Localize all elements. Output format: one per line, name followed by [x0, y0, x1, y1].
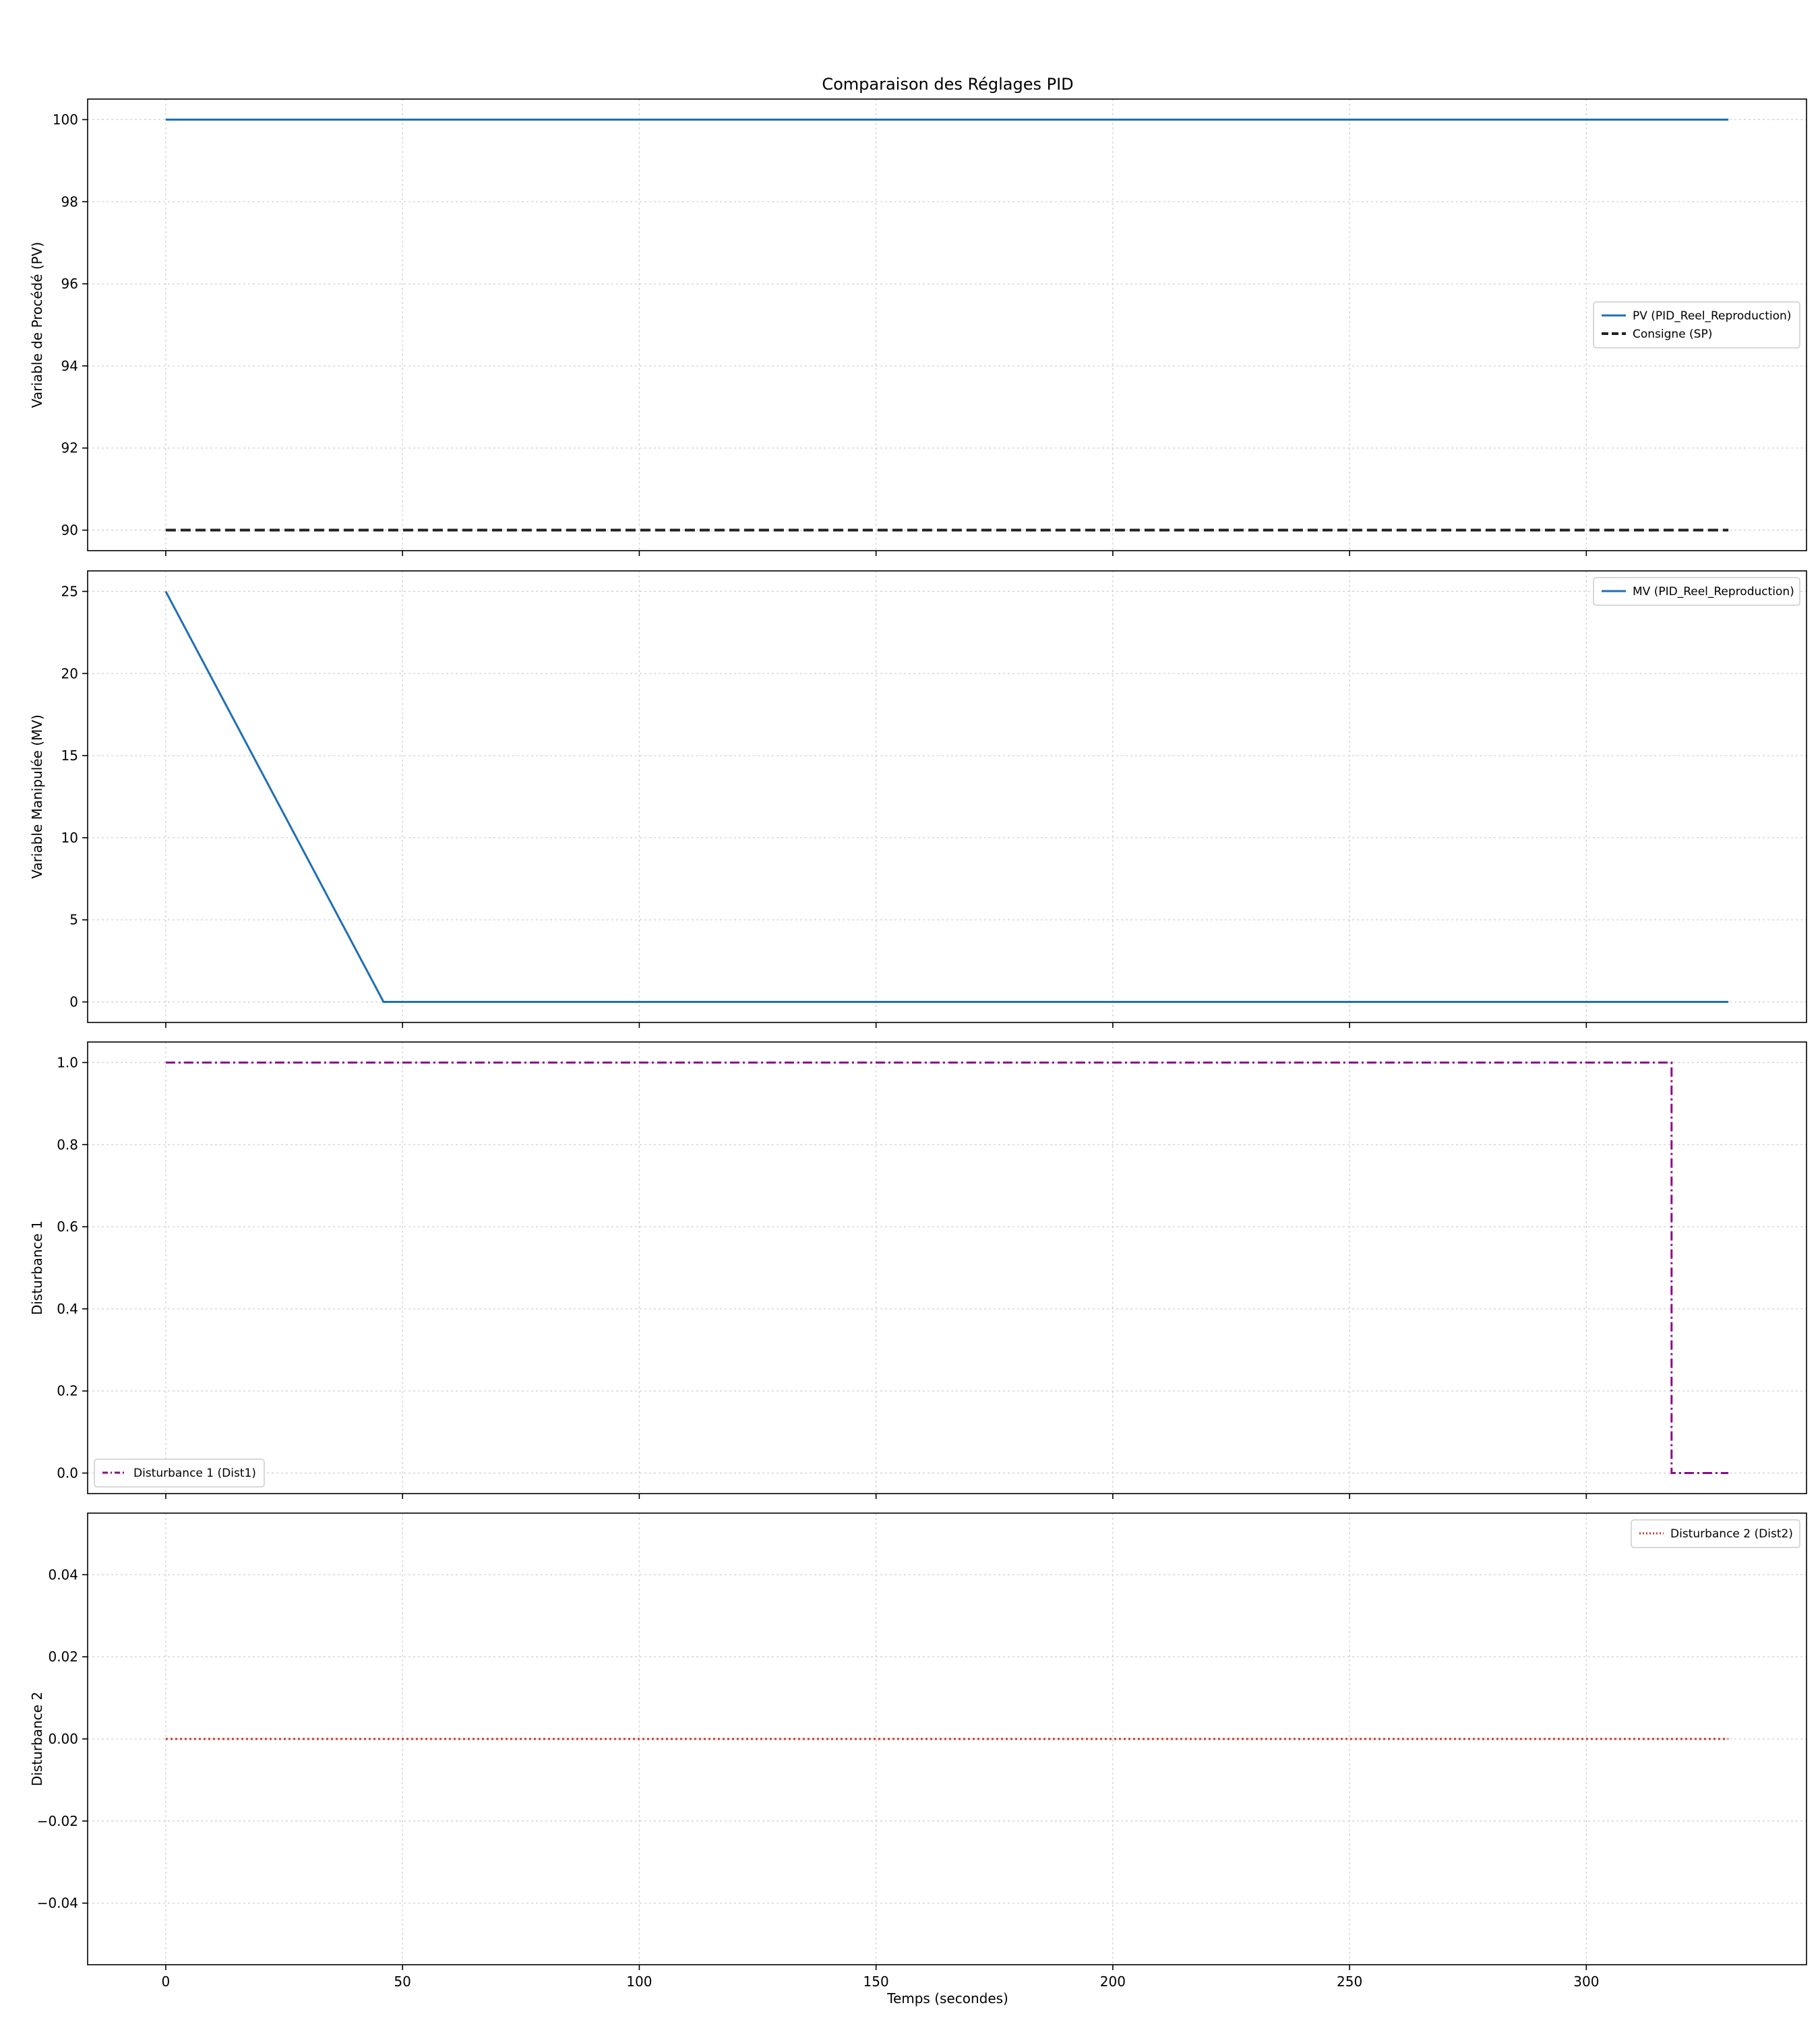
axes-frame [87, 1041, 1807, 1494]
y-axis-title: Variable Manipulée (MV) [29, 714, 45, 879]
series-line [164, 590, 1729, 1003]
legend-box [1593, 301, 1800, 348]
legend: Disturbance 2 (Dist2) [1631, 1519, 1800, 1548]
x-tick-label: 200 [1100, 1973, 1126, 1990]
legend: PV (PID_Reel_Reproduction) Consigne (SP) [1593, 301, 1800, 348]
legend-box [1593, 577, 1800, 606]
legend-box [1631, 1519, 1800, 1548]
y-tick-label: 100 [53, 111, 78, 127]
axes-frame [87, 570, 1807, 1023]
legend-label: Disturbance 2 (Dist2) [1670, 1527, 1793, 1541]
legend: MV (PID_Reel_Reproduction) [1593, 577, 1800, 606]
y-tick-label: 20 [61, 665, 78, 681]
y-tick-label: 0.2 [57, 1383, 78, 1399]
y-tick-label: 0.00 [48, 1731, 78, 1747]
y-tick-label: 90 [61, 522, 78, 539]
y-tick-label: 0.0 [57, 1465, 78, 1481]
y-tick-label: 0.8 [57, 1136, 78, 1153]
x-tick-label: 150 [863, 1973, 889, 1990]
legend-label: MV (PID_Reel_Reproduction) [1633, 585, 1794, 599]
legend: Disturbance 1 (Dist1) [94, 1459, 265, 1488]
y-tick-label: 0.04 [48, 1566, 78, 1583]
legend-label: Consigne (SP) [1633, 328, 1712, 341]
axes-frame [87, 98, 1807, 551]
legend-label: Disturbance 1 (Dist1) [133, 1467, 256, 1480]
x-tick-label: 100 [626, 1973, 652, 1990]
y-tick-label: 0.02 [48, 1649, 78, 1665]
y-tick-label: 0 [69, 994, 78, 1010]
x-tick-label: 50 [394, 1973, 411, 1990]
y-tick-label: 0.6 [57, 1219, 78, 1235]
x-axis-title: Temps (secondes) [886, 1990, 1008, 2006]
subplot-1: 90 92 94 96 98 100 Variable de Procédé (PV) PV … [29, 98, 1807, 556]
y-tick-label: −0.02 [37, 1813, 78, 1829]
y-tick-label: 98 [61, 193, 78, 210]
y-axis-title: Variable de Procédé (PV) [29, 242, 45, 408]
y-tick-label: 25 [61, 583, 78, 599]
series-line [165, 1062, 1729, 1474]
y-tick-label: 15 [61, 747, 78, 764]
legend-label: PV (PID_Reel_Reproduction) [1633, 309, 1791, 323]
y-tick-label: 96 [61, 276, 78, 292]
figure-title: Comparaison des Réglages PID [822, 75, 1073, 94]
y-tick-label: 1.0 [57, 1054, 78, 1070]
y-tick-label: 92 [61, 440, 78, 456]
y-tick-label: 0.4 [57, 1301, 78, 1317]
y-tick-label: 5 [69, 912, 78, 928]
legend-box [94, 1459, 265, 1488]
y-tick-label: 94 [61, 358, 78, 374]
x-tick-label: 0 [162, 1973, 171, 1990]
subplot-4: 0 50 100 150 200 250 300 −0.04 −0.02 0.00 0.02 0.04… [29, 1512, 1807, 1990]
y-axis-title: Disturbance 1 [29, 1221, 45, 1315]
subplot-3: 0.0 0.2 0.4 0.6 0.8 1.0 Disturbance 1 Disturban… [29, 1041, 1807, 1499]
y-tick-label: −0.04 [37, 1895, 78, 1911]
x-tick-label: 300 [1573, 1973, 1599, 1990]
y-axis-title: Disturbance 2 [29, 1692, 45, 1786]
y-tick-label: 10 [61, 830, 78, 846]
x-tick-label: 250 [1337, 1973, 1362, 1990]
subplot-2: 0 5 10 15 20 25 Variable Manipulée (MV) MV (PID… [29, 570, 1807, 1028]
